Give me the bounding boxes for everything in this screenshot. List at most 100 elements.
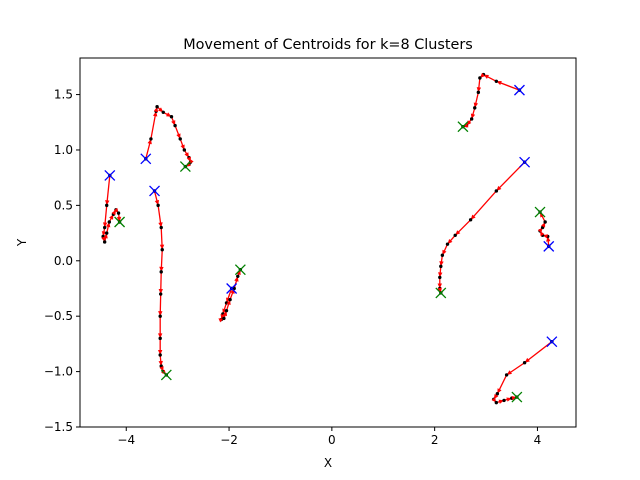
x-tick-label: 4 bbox=[534, 433, 542, 447]
path-arrowhead bbox=[159, 266, 164, 272]
centroid-path-3 bbox=[101, 169, 126, 244]
end-marker bbox=[435, 287, 447, 299]
path-point bbox=[158, 336, 162, 341]
path-arrowhead bbox=[476, 87, 482, 93]
path-point bbox=[502, 398, 506, 403]
end-marker bbox=[457, 121, 469, 133]
path-arrowhead bbox=[470, 214, 476, 220]
path-arrowhead bbox=[109, 214, 114, 220]
path-arrowhead bbox=[537, 227, 543, 233]
path-point bbox=[543, 220, 547, 224]
start-marker bbox=[226, 283, 238, 294]
path-point bbox=[440, 253, 445, 257]
path-arrowhead bbox=[483, 74, 489, 79]
path-point bbox=[173, 123, 177, 128]
y-tick-label: −1.5 bbox=[44, 420, 73, 434]
path-arrowhead bbox=[158, 360, 163, 367]
path-point bbox=[105, 203, 109, 208]
path-point bbox=[438, 275, 442, 280]
path-point bbox=[160, 248, 164, 252]
path-point bbox=[155, 105, 159, 109]
x-tick-label: −2 bbox=[220, 433, 238, 447]
path-arrowhead bbox=[438, 272, 443, 278]
centroid-path-1 bbox=[140, 105, 194, 173]
start-marker bbox=[149, 185, 160, 197]
path-point bbox=[473, 106, 477, 110]
plot-area bbox=[101, 72, 558, 405]
end-marker bbox=[179, 161, 191, 173]
path-arrowhead bbox=[479, 72, 486, 78]
centroid-path-2 bbox=[149, 185, 172, 381]
centroid-path-8 bbox=[491, 336, 558, 405]
path-point bbox=[182, 148, 187, 152]
start-marker bbox=[543, 240, 555, 252]
y-tick-label: 1.5 bbox=[54, 88, 73, 102]
axis-ticks: −4 −2 0 2 4 −1.5 −1.0 −0.5 0.0 0.5 1.0 1.5 bbox=[44, 88, 541, 447]
path-arrowhead bbox=[506, 370, 512, 375]
start-marker bbox=[104, 169, 116, 181]
path-arrowhead bbox=[111, 209, 116, 216]
path-arrowhead bbox=[158, 311, 163, 317]
path-arrowhead bbox=[455, 230, 461, 236]
path-arrowhead bbox=[166, 112, 172, 117]
path-point bbox=[159, 270, 163, 274]
path-point bbox=[228, 297, 232, 302]
path-point bbox=[222, 316, 226, 321]
path-arrowhead bbox=[102, 222, 108, 228]
path-arrowhead bbox=[497, 388, 502, 394]
path-point bbox=[469, 117, 474, 121]
y-tick-label: −0.5 bbox=[44, 309, 73, 323]
end-marker bbox=[114, 216, 126, 228]
path-arrowhead bbox=[188, 159, 194, 165]
path-arrowhead bbox=[546, 236, 551, 242]
path-point bbox=[439, 264, 443, 269]
path-point bbox=[494, 189, 499, 193]
y-tick-label: −1.0 bbox=[44, 365, 73, 379]
path-point bbox=[116, 211, 121, 215]
y-tick-label: 0.0 bbox=[54, 254, 73, 268]
path-arrowhead bbox=[158, 222, 163, 228]
path-arrowhead bbox=[491, 397, 497, 403]
path-arrowhead bbox=[496, 185, 502, 191]
path-point bbox=[504, 373, 509, 377]
path-point bbox=[495, 392, 500, 396]
centroid-path-5 bbox=[457, 72, 525, 133]
path-point bbox=[158, 353, 162, 357]
path-point bbox=[494, 79, 499, 83]
centroid-path-7 bbox=[534, 206, 555, 252]
axes-frame bbox=[79, 57, 577, 428]
end-marker bbox=[534, 206, 546, 218]
path-arrowhead bbox=[158, 107, 164, 113]
path-point bbox=[224, 308, 229, 313]
path-point bbox=[102, 225, 107, 230]
path-arrowhead bbox=[439, 261, 444, 267]
centroid-path-4 bbox=[218, 264, 246, 323]
path-arrowhead bbox=[116, 216, 122, 222]
end-marker bbox=[511, 391, 523, 403]
centroid-path-6 bbox=[435, 156, 531, 299]
path-point bbox=[158, 314, 162, 318]
path-point bbox=[107, 220, 111, 224]
path-point bbox=[156, 203, 160, 208]
path-point bbox=[453, 233, 457, 237]
path-arrowhead bbox=[157, 333, 163, 339]
y-axis-label: Y bbox=[15, 238, 29, 247]
path-point bbox=[478, 76, 482, 80]
end-marker bbox=[234, 264, 246, 276]
path-arrowhead bbox=[159, 244, 165, 250]
path-arrowhead bbox=[157, 349, 163, 355]
centroid-path-line bbox=[439, 161, 526, 294]
path-point bbox=[236, 274, 240, 278]
path-point bbox=[178, 137, 182, 141]
start-marker bbox=[546, 336, 558, 348]
path-point bbox=[159, 225, 163, 230]
path-point bbox=[169, 115, 174, 119]
path-arrowhead bbox=[541, 222, 546, 228]
start-marker bbox=[140, 153, 152, 165]
path-point bbox=[105, 231, 109, 235]
x-tick-label: −4 bbox=[117, 433, 135, 447]
path-arrowhead bbox=[184, 152, 189, 158]
x-tick-label: 0 bbox=[328, 433, 336, 447]
